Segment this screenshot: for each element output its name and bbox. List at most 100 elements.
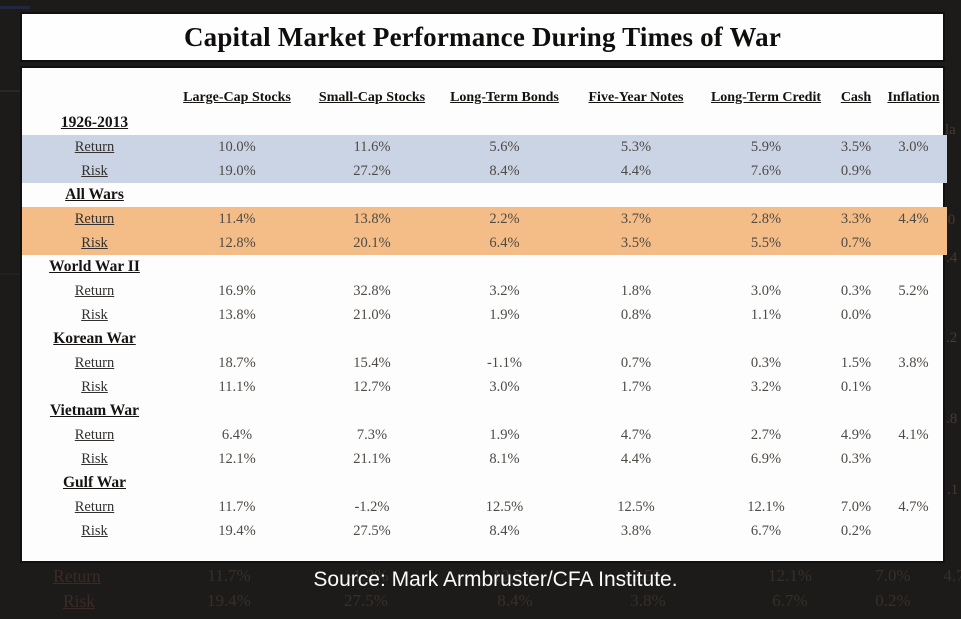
section-header-row: Vietnam War: [22, 399, 947, 423]
risk-row: Risk 13.8% 21.0% 1.9% 0.8% 1.1% 0.0%: [22, 303, 947, 327]
row-label: Return: [74, 282, 115, 299]
value-cell: [880, 303, 947, 327]
value-cell: 4.4%: [620, 450, 652, 467]
value-cell: [880, 519, 947, 543]
value-cell: 2.7%: [750, 426, 782, 443]
value-cell: 1.1%: [750, 306, 782, 323]
value-cell: 3.2%: [750, 378, 782, 395]
risk-row: Risk 19.0% 27.2% 8.4% 4.4% 7.6% 0.9%: [22, 159, 947, 183]
return-row: Return 18.7% 15.4% -1.1% 0.7% 0.3% 1.5% 3.8%: [22, 351, 947, 375]
frame-artifact-line: [0, 90, 20, 92]
value-cell: 0.3%: [840, 282, 872, 299]
row-label: Risk: [81, 378, 108, 395]
ghost-value: 19.4%: [207, 591, 251, 610]
column-header: Large-Cap Stocks: [183, 89, 291, 105]
value-cell: -1.2%: [354, 498, 390, 515]
value-cell: 0.0%: [840, 306, 872, 323]
value-cell: 0.9%: [840, 162, 872, 179]
ghost-value: 12.5%: [493, 566, 537, 585]
performance-table-card: Large-Cap Stocks Small-Cap Stocks Long-Ter…: [20, 66, 947, 563]
value-cell: 3.8%: [620, 522, 652, 539]
return-row: Return 10.0% 11.6% 5.6% 5.3% 5.9% 3.5% 3.0%: [22, 135, 947, 159]
section-header-row: All Wars: [22, 183, 947, 207]
ghost-edge-fragment: .4: [946, 250, 958, 266]
value-cell: 15.4%: [353, 354, 391, 371]
value-cell: 2.2%: [489, 210, 520, 227]
value-cell: 8.1%: [489, 450, 520, 467]
value-cell: 3.0%: [750, 282, 782, 299]
value-cell: 13.8%: [218, 306, 256, 323]
section-header-row: Gulf War: [22, 471, 947, 495]
row-label: Risk: [81, 522, 108, 539]
value-cell: 4.1%: [898, 426, 929, 443]
value-cell: 12.5%: [485, 498, 524, 515]
corner-cell: [22, 84, 167, 111]
value-cell: -1.1%: [486, 354, 523, 371]
value-cell: 5.6%: [489, 138, 520, 155]
column-header: Small-Cap Stocks: [318, 89, 426, 105]
value-cell: 0.7%: [620, 354, 652, 371]
section-title: Korean War: [53, 330, 136, 347]
value-cell: 6.4%: [489, 234, 520, 251]
value-cell: 0.3%: [840, 450, 872, 467]
section-title: 1926-2013: [60, 114, 129, 131]
value-cell: 0.1%: [840, 378, 872, 395]
value-cell: 12.5%: [617, 498, 655, 515]
row-label: Risk: [81, 162, 108, 179]
value-cell: [880, 231, 947, 255]
value-cell: 3.8%: [898, 354, 929, 371]
value-cell: 4.7%: [620, 426, 652, 443]
ghost-edge-fragment: .0: [944, 212, 956, 228]
table-body: 1926-2013 Return 10.0% 11.6% 5.6% 5.3% 5.9% 3.5…: [22, 111, 947, 543]
value-cell: 18.7%: [218, 354, 256, 371]
value-cell: 13.8%: [353, 210, 391, 227]
ghost-value: 12.5%: [623, 566, 667, 585]
value-cell: 12.8%: [218, 234, 256, 251]
return-row: Return 11.7% -1.2% 12.5% 12.5% 12.1% 7.0% 4.7%: [22, 495, 947, 519]
value-cell: 11.4%: [218, 210, 256, 227]
ghost-value: 3.8%: [630, 591, 666, 610]
value-cell: 3.2%: [489, 282, 520, 299]
ghost-edge-fragment: .2: [946, 330, 958, 346]
ghost-value: 27.5%: [344, 591, 388, 610]
column-header: Five-Year Notes: [588, 89, 684, 105]
ghost-edge-fragment: .8: [946, 411, 958, 427]
value-cell: 27.5%: [353, 522, 391, 539]
ghost-value: 0.2%: [875, 591, 911, 610]
value-cell: 21.0%: [353, 306, 391, 323]
section-header-row: World War II: [22, 255, 947, 279]
return-row: Return 6.4% 7.3% 1.9% 4.7% 2.7% 4.9% 4.1%: [22, 423, 947, 447]
row-label: Risk: [81, 306, 108, 323]
value-cell: [880, 375, 947, 399]
column-header: Long-Term Credit: [710, 89, 822, 105]
value-cell: 3.0%: [489, 378, 520, 395]
value-cell: 11.1%: [218, 378, 256, 395]
column-header: Inflation: [887, 89, 940, 105]
value-cell: 12.1%: [218, 450, 256, 467]
value-cell: 6.9%: [750, 450, 782, 467]
column-header: Cash: [840, 89, 872, 105]
value-cell: 32.8%: [353, 282, 391, 299]
ghost-row-label: Risk: [62, 591, 96, 611]
section-title: Vietnam War: [49, 402, 140, 419]
value-cell: 20.1%: [353, 234, 391, 251]
ghost-value: -1.2%: [347, 566, 389, 585]
risk-row: Risk 19.4% 27.5% 8.4% 3.8% 6.7% 0.2%: [22, 519, 947, 543]
value-cell: 11.6%: [353, 138, 391, 155]
row-label: Risk: [81, 450, 108, 467]
ghost-edge-fragment: .1: [947, 482, 959, 498]
section-header-row: Korean War: [22, 327, 947, 351]
value-cell: 5.9%: [750, 138, 782, 155]
value-cell: 12.1%: [747, 498, 785, 515]
value-cell: 27.2%: [353, 162, 391, 179]
value-cell: 4.9%: [840, 426, 872, 443]
risk-row: Risk 11.1% 12.7% 3.0% 1.7% 3.2% 0.1%: [22, 375, 947, 399]
row-label: Return: [74, 210, 115, 227]
value-cell: 6.7%: [750, 522, 782, 539]
ghost-value: 4.7: [943, 566, 961, 585]
value-cell: 0.2%: [840, 522, 872, 539]
ghost-value: 12.1%: [768, 566, 812, 585]
value-cell: 8.4%: [489, 522, 520, 539]
value-cell: 1.5%: [840, 354, 872, 371]
